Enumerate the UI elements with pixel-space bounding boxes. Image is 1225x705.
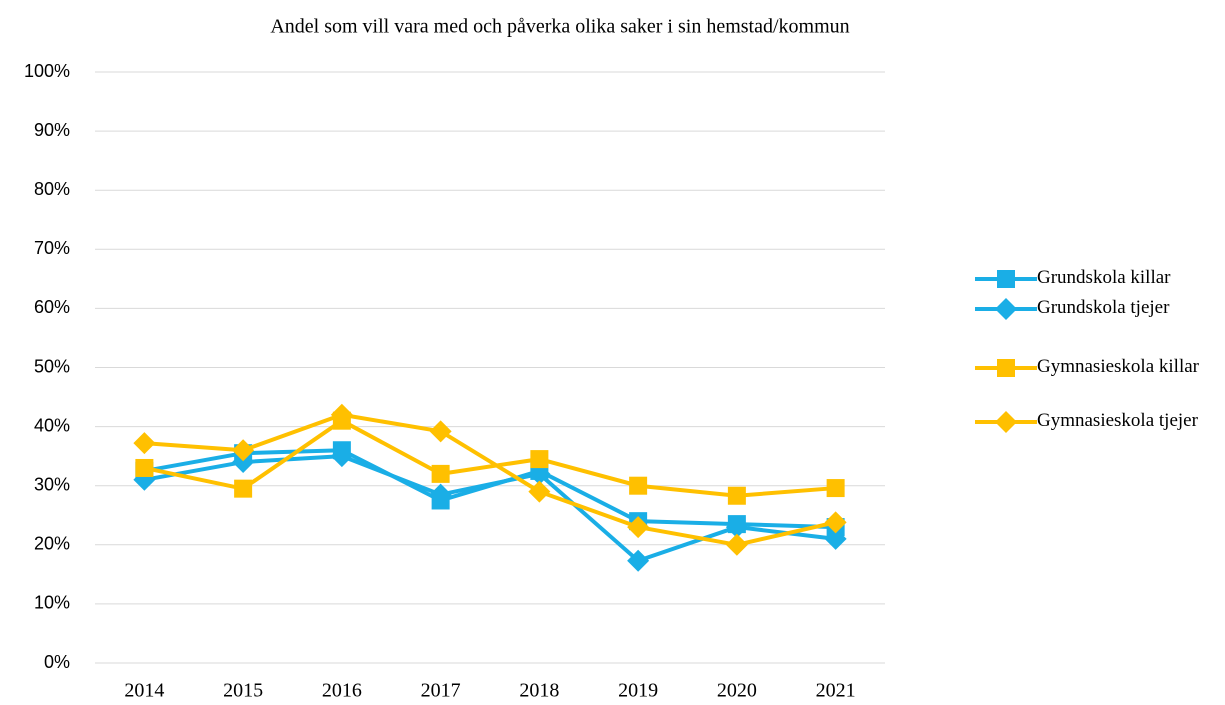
x-tick-label: 2015 <box>223 680 263 702</box>
y-tick-label: 0% <box>44 652 70 672</box>
marker <box>528 480 551 503</box>
y-tick-label: 80% <box>34 179 70 199</box>
marker <box>826 479 845 498</box>
marker <box>232 451 255 474</box>
marker <box>232 439 255 462</box>
marker <box>135 458 154 477</box>
marker <box>997 359 1015 377</box>
marker <box>429 420 452 443</box>
marker <box>431 464 450 483</box>
y-tick-label: 30% <box>34 474 70 494</box>
x-tick-label: 2017 <box>421 680 461 702</box>
y-tick-label: 60% <box>34 297 70 317</box>
marker <box>133 432 156 455</box>
marker <box>627 516 650 539</box>
marker <box>824 511 847 534</box>
legend: Grundskola killar Grundskola tjejer Gymnas… <box>975 0 1225 705</box>
marker <box>234 479 253 498</box>
legend-icon <box>975 359 1037 377</box>
marker <box>330 445 353 468</box>
x-tick-label: 2021 <box>816 680 856 702</box>
legend-label: Grundskola tjejer <box>1037 297 1170 318</box>
marker <box>997 270 1015 288</box>
x-tick-label: 2016 <box>322 680 362 702</box>
legend-label: Gymnasieskola tjejer <box>1037 410 1198 431</box>
series-line <box>144 412 837 547</box>
x-tick-label: 2014 <box>124 680 164 702</box>
marker <box>995 411 1017 433</box>
legend-icon <box>975 411 1037 433</box>
legend-entry: Gymnasieskola tjejer <box>975 410 1223 434</box>
y-tick-label: 70% <box>34 238 70 258</box>
y-tick-label: 10% <box>34 593 70 613</box>
marker <box>627 549 650 572</box>
marker <box>629 476 648 495</box>
marker <box>727 486 746 505</box>
marker <box>995 298 1017 320</box>
legend-entry: Gymnasieskola killar <box>975 356 1223 380</box>
chart-title: Andel som vill vara med och påverka olik… <box>270 16 849 38</box>
marker <box>725 533 748 556</box>
x-tick-label: 2019 <box>618 680 658 702</box>
y-tick-label: 20% <box>34 534 70 554</box>
legend-icon <box>975 298 1037 320</box>
x-tick-label: 2018 <box>519 680 559 702</box>
marker <box>824 527 847 550</box>
legend-entry: Grundskola tjejer <box>975 297 1223 321</box>
legend-entry: Grundskola killar <box>975 267 1223 291</box>
marker <box>429 483 452 506</box>
series-line <box>144 454 836 563</box>
series-line <box>143 418 836 498</box>
y-tick-label: 90% <box>34 120 70 140</box>
x-tick-label: 2020 <box>717 680 757 702</box>
legend-label: Grundskola killar <box>1037 267 1171 288</box>
y-tick-label: 50% <box>34 356 70 376</box>
y-tick-label: 40% <box>34 415 70 435</box>
legend-icon <box>975 270 1037 288</box>
marker <box>528 462 551 485</box>
marker <box>330 403 353 426</box>
marker <box>725 516 748 539</box>
marker <box>530 450 549 469</box>
y-tick-label: 100% <box>24 61 70 81</box>
legend-label: Gymnasieskola killar <box>1037 356 1199 377</box>
